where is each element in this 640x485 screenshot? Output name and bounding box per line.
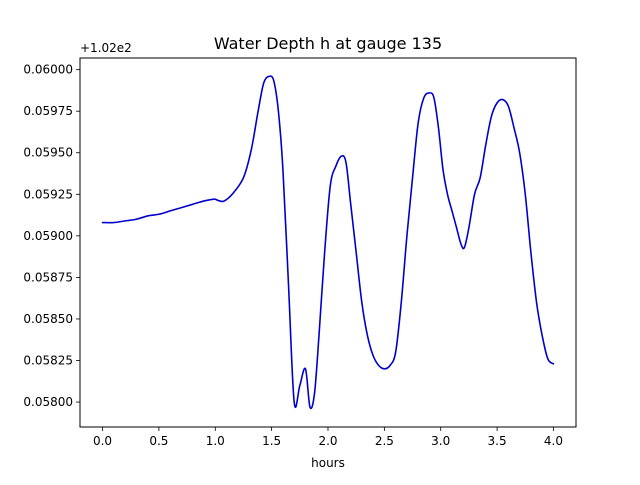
- y-tick-label: 0.05850: [23, 312, 73, 326]
- y-tick-label: 0.06000: [23, 63, 73, 77]
- x-tick-label: 0.5: [149, 434, 168, 448]
- plot-area-frame: [79, 57, 577, 428]
- x-tick-label: 2.0: [318, 434, 337, 448]
- x-tick-label: 4.0: [544, 434, 563, 448]
- x-axis-ticks: 0.0 0.5 1.0 1.5 2.0 2.5 3.0 3.5 4.0: [93, 427, 563, 448]
- x-tick-label: 1.0: [206, 434, 225, 448]
- x-tick-label: 0.0: [93, 434, 112, 448]
- y-tick-label: 0.05950: [23, 146, 73, 160]
- y-axis-ticks: 0.05800 0.05825 0.05850 0.05875 0.05900 0.059…: [23, 63, 80, 409]
- x-tick-label: 2.5: [375, 434, 394, 448]
- x-axis-label: hours: [311, 456, 345, 470]
- chart-title: Water Depth h at gauge 135: [214, 34, 442, 53]
- y-tick-label: 0.05800: [23, 395, 73, 409]
- y-tick-label: 0.05825: [23, 354, 73, 368]
- y-axis-offset-label: +1.02e2: [80, 41, 132, 55]
- series-line-water-depth: [101, 75, 555, 410]
- y-tick-label: 0.05925: [23, 187, 73, 201]
- y-tick-label: 0.05875: [23, 270, 73, 284]
- x-tick-label: 1.5: [262, 434, 281, 448]
- x-tick-label: 3.5: [488, 434, 507, 448]
- x-tick-label: 3.0: [431, 434, 450, 448]
- y-tick-label: 0.05975: [23, 104, 73, 118]
- y-tick-label: 0.05900: [23, 229, 73, 243]
